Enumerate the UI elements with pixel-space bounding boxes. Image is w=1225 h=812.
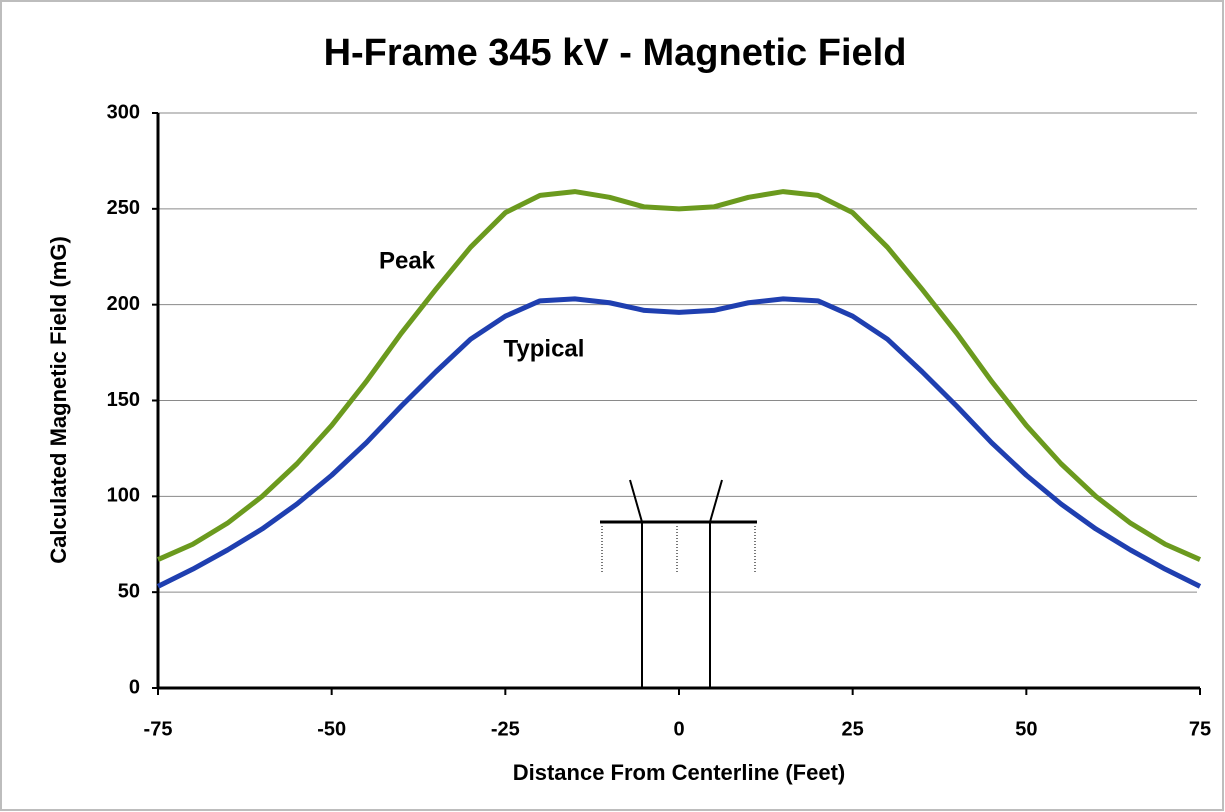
y-tick-label: 0	[129, 676, 140, 698]
chart: H-Frame 345 kV - Magnetic Field Distance…	[0, 0, 1225, 812]
x-tick-label: -50	[317, 718, 346, 740]
y-tick-label: 100	[107, 485, 140, 507]
series-label: Peak	[379, 247, 436, 274]
x-tick-label: 25	[842, 718, 864, 740]
x-tick-label: -75	[144, 718, 173, 740]
y-axis-label: Calculated Magnetic Field (mG)	[46, 236, 71, 564]
x-tick-label: 0	[673, 718, 684, 740]
y-tick-label: 200	[107, 293, 140, 315]
x-tick-label: 75	[1189, 718, 1211, 740]
y-tick-label: 50	[118, 580, 140, 602]
series-label: Typical	[504, 335, 585, 362]
chart-title: H-Frame 345 kV - Magnetic Field	[324, 32, 907, 74]
y-tick-label: 150	[107, 389, 140, 411]
x-axis-label: Distance From Centerline (Feet)	[513, 760, 846, 785]
x-tick-label: 50	[1015, 718, 1037, 740]
y-tick-label: 250	[107, 197, 140, 219]
x-tick-label: -25	[491, 718, 520, 740]
page: H-Frame 345 kV - Magnetic Field Distance…	[0, 0, 1225, 812]
y-tick-label: 300	[107, 101, 140, 123]
